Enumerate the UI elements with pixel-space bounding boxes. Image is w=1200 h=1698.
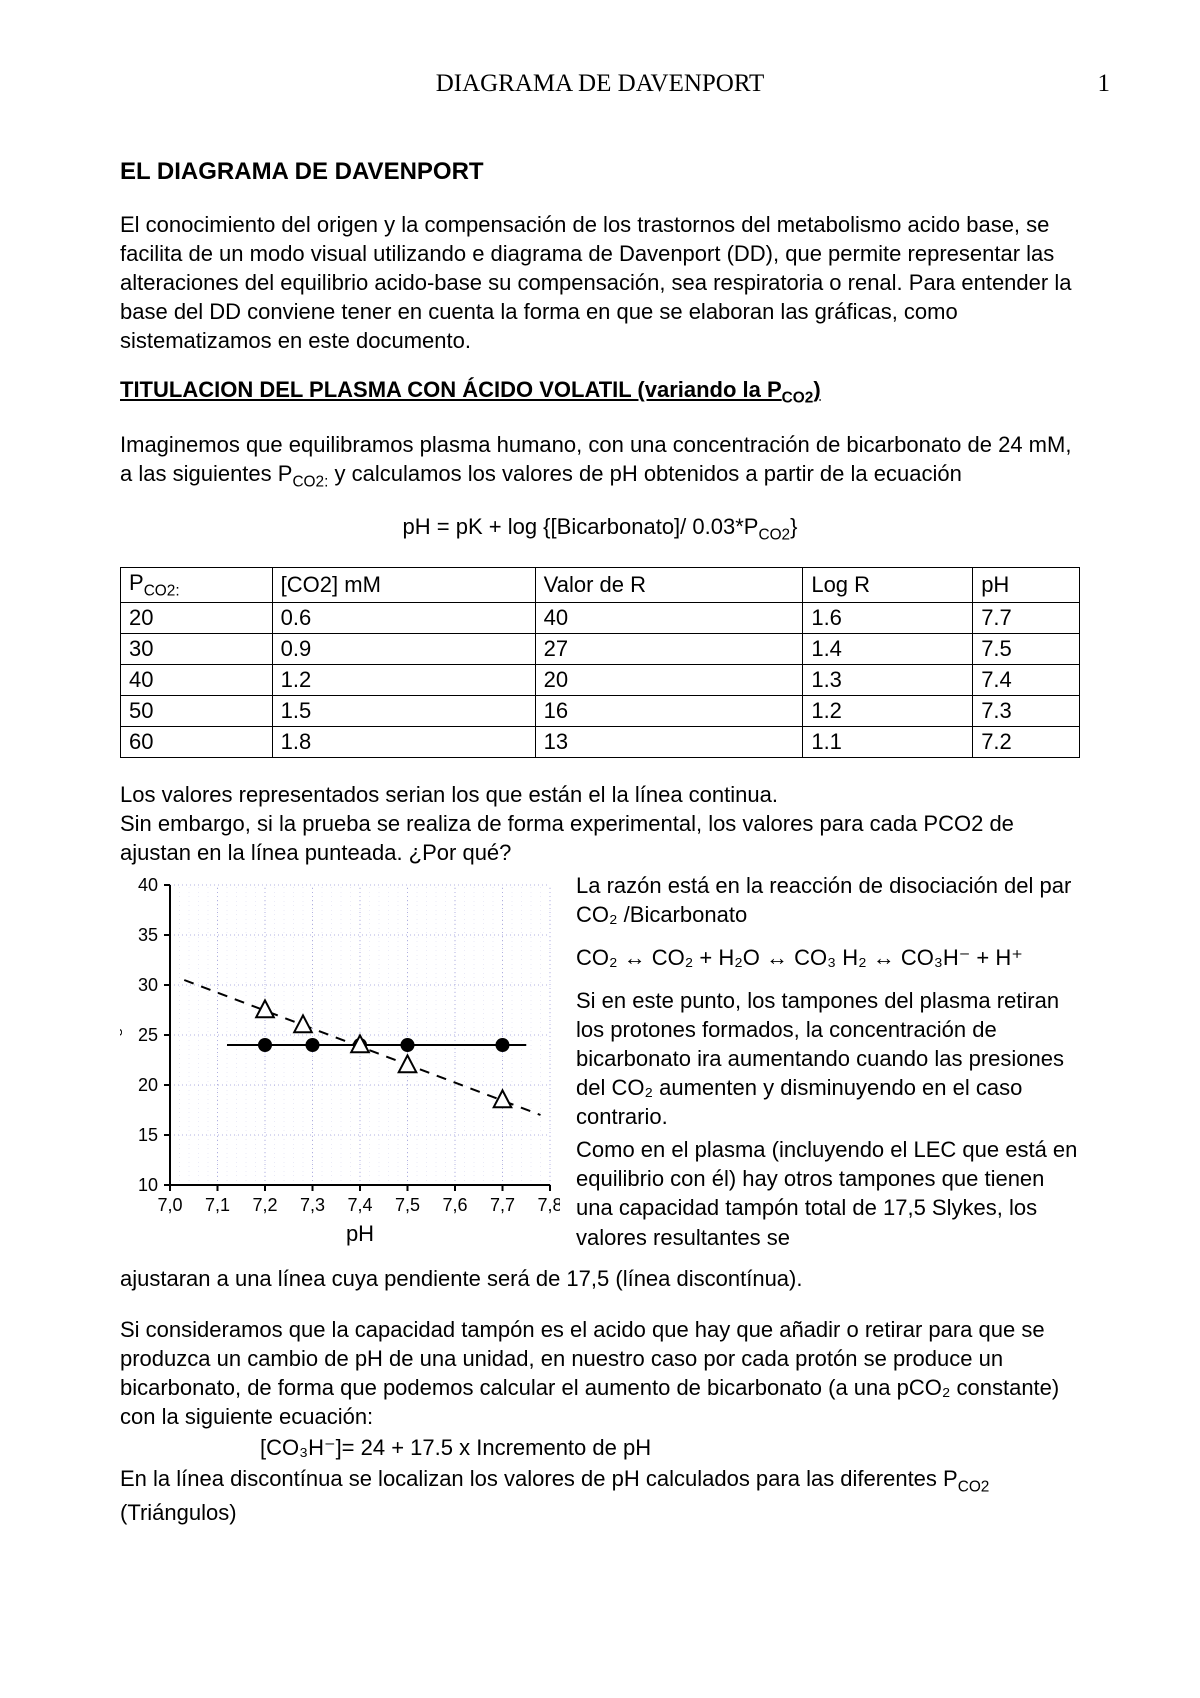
- col-header: pH: [973, 567, 1080, 602]
- table-row: 200.6401.67.7: [121, 603, 1080, 634]
- document-title: EL DIAGRAMA DE DAVENPORT: [120, 158, 1080, 186]
- running-header: DIAGRAMA DE DAVENPORT 1: [120, 70, 1080, 98]
- col-header: PCO2:: [121, 567, 273, 602]
- paragraph-5: Si consideramos que la capacidad tampón …: [120, 1315, 1080, 1431]
- table-row: 401.2201.37.4: [121, 665, 1080, 696]
- svg-text:pH: pH: [346, 1221, 374, 1246]
- chart-svg: 7,0 7,1 7,2 7,3 7,4 7,5 7,6 7,7 7,8 10 15 20 25 30 35 4…: [120, 875, 560, 1255]
- paragraph-2: Imaginemos que equilibramos plasma human…: [120, 430, 1080, 493]
- titration-table: PCO2:[CO2] mMValor de RLog RpH 200.6401.…: [120, 567, 1080, 758]
- svg-text:7,2: 7,2: [252, 1195, 277, 1215]
- svg-text:30: 30: [138, 975, 158, 995]
- svg-text:35: 35: [138, 925, 158, 945]
- after-float: ajustaran a una línea cuya pendiente ser…: [120, 1264, 1080, 1293]
- svg-text:7,3: 7,3: [300, 1195, 325, 1215]
- col-header: Log R: [803, 567, 973, 602]
- svg-text:20: 20: [138, 1075, 158, 1095]
- svg-text:15: 15: [138, 1125, 158, 1145]
- running-title: DIAGRAMA DE DAVENPORT: [120, 70, 1080, 98]
- svg-text:10: 10: [138, 1175, 158, 1195]
- svg-text:7,8: 7,8: [537, 1195, 560, 1215]
- svg-text:7,4: 7,4: [347, 1195, 372, 1215]
- table-row: 601.8131.17.2: [121, 727, 1080, 758]
- page-number: 1: [1098, 70, 1111, 98]
- svg-text:CO₃H⁻: CO₃H⁻: [120, 1000, 125, 1069]
- col-header: Valor de R: [535, 567, 803, 602]
- svg-text:7,6: 7,6: [442, 1195, 467, 1215]
- svg-text:7,5: 7,5: [395, 1195, 420, 1215]
- svg-text:7,7: 7,7: [490, 1195, 515, 1215]
- page: DIAGRAMA DE DAVENPORT 1 EL DIAGRAMA DE D…: [0, 0, 1200, 1698]
- svg-text:7,1: 7,1: [205, 1195, 230, 1215]
- section-heading: TITULACION DEL PLASMA CON ÁCIDO VOLATIL …: [120, 377, 1080, 407]
- equation-buffer: [CO₃H⁻]= 24 + 17.5 x Incremento de pH: [260, 1433, 1080, 1462]
- table-row: 300.9271.47.5: [121, 634, 1080, 665]
- paragraph-6: En la línea discontínua se localizan los…: [120, 1464, 1080, 1527]
- svg-text:40: 40: [138, 875, 158, 895]
- svg-text:7,0: 7,0: [157, 1195, 182, 1215]
- equation-hh: pH = pK + log {[Bicarbonato]/ 0.03*PCO2}: [120, 514, 1080, 544]
- col-header: [CO2] mM: [272, 567, 535, 602]
- davenport-chart: 7,0 7,1 7,2 7,3 7,4 7,5 7,6 7,7 7,8 10 15 20 25 30 35 4…: [120, 875, 560, 1260]
- svg-text:25: 25: [138, 1025, 158, 1045]
- table-row: 501.5161.27.3: [121, 696, 1080, 727]
- chart-and-text: 7,0 7,1 7,2 7,3 7,4 7,5 7,6 7,7 7,8 10 15 20 25 30 35 4…: [120, 871, 1080, 1264]
- intro-paragraph: El conocimiento del origen y la compensa…: [120, 210, 1080, 355]
- paragraph-3: Los valores representados serian los que…: [120, 780, 1080, 867]
